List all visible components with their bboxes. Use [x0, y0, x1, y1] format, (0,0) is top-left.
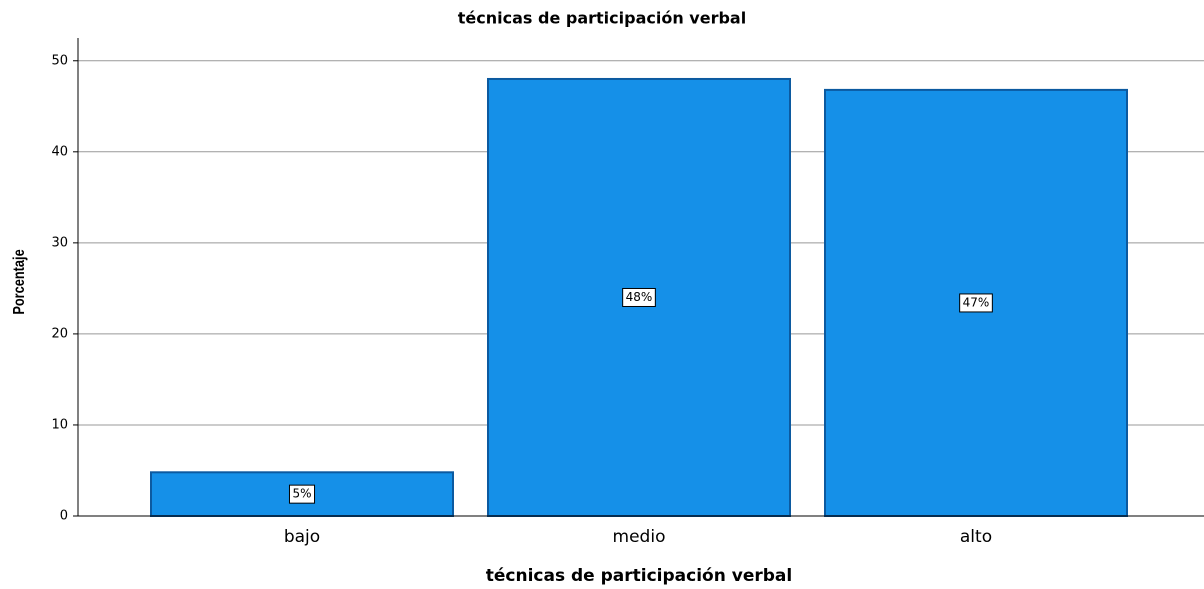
y-tick-label: 50 — [51, 53, 68, 68]
x-tick-label: alto — [960, 527, 992, 547]
y-tick-label: 40 — [51, 144, 68, 159]
y-tick-label: 0 — [60, 509, 68, 524]
value-label: 5% — [292, 487, 311, 501]
value-label: 48% — [626, 290, 653, 304]
value-label-box — [622, 287, 656, 307]
y-axis-label: Porcentaje — [11, 249, 29, 314]
x-axis-label: técnicas de participación verbal — [486, 566, 792, 586]
x-tick-label: bajo — [284, 527, 320, 547]
x-tick-label: medio — [613, 527, 666, 547]
value-label: 47% — [963, 295, 990, 309]
value-label-box — [959, 293, 993, 313]
y-tick-label: 20 — [51, 326, 68, 341]
value-label-box — [288, 484, 316, 504]
y-tick-label: 30 — [51, 235, 68, 250]
chart-title: técnicas de participación verbal — [458, 9, 746, 28]
y-tick-label: 10 — [51, 417, 68, 432]
